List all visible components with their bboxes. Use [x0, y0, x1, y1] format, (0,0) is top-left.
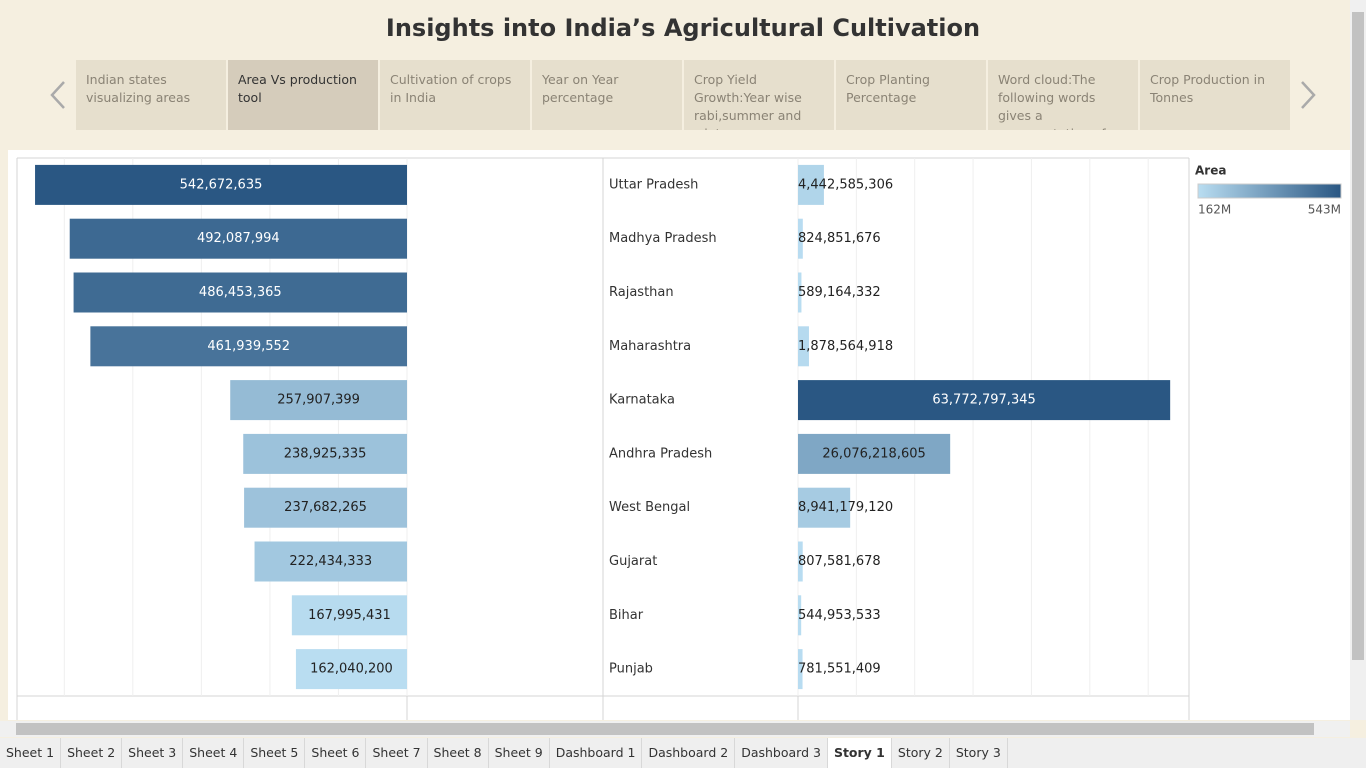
value-label: 492,087,994: [197, 231, 280, 246]
story-point[interactable]: Indian states visualizing areas: [76, 60, 226, 130]
sheet-tab[interactable]: Dashboard 3: [735, 738, 828, 768]
bar: [291, 595, 407, 636]
value-label: 8,941,179,120: [798, 500, 893, 515]
category-label: Maharashtra: [609, 339, 691, 354]
sheet-tab[interactable]: Story 2: [892, 738, 950, 768]
bar: [798, 487, 851, 528]
bar: [798, 164, 824, 205]
story-point[interactable]: Crop Production in Tonnes: [1140, 60, 1290, 130]
value-label: 589,164,332: [798, 285, 881, 300]
sheet-tab[interactable]: Sheet 7: [366, 738, 428, 768]
value-label: 781,551,409: [798, 662, 881, 677]
bar: [244, 487, 407, 528]
category-label: Andhra Pradesh: [609, 446, 712, 461]
prev-arrow[interactable]: [0, 60, 76, 130]
chart: 542,672,635 Uttar Pradesh 492,087,994 Madhy…: [16, 157, 1342, 720]
sheet-tab[interactable]: Dashboard 2: [642, 738, 736, 768]
category-label: West Bengal: [609, 500, 690, 515]
value-label: 257,907,399: [277, 393, 360, 408]
scroll-thumb[interactable]: [16, 723, 1314, 735]
bar: [73, 272, 407, 313]
value-label: 222,434,333: [289, 554, 372, 569]
story-point[interactable]: Area Vs production tool: [228, 60, 378, 130]
bar: [798, 218, 803, 259]
scroll-thumb[interactable]: [1352, 12, 1364, 660]
value-label: 4,442,585,306: [798, 177, 893, 192]
value-label: 63,772,797,345: [932, 393, 1035, 408]
sheet-tab[interactable]: Dashboard 1: [550, 738, 643, 768]
story-point[interactable]: Word cloud:The following words gives a r…: [988, 60, 1138, 130]
value-label: 1,878,564,918: [798, 339, 893, 354]
bar: [69, 218, 407, 259]
value-label: 486,453,365: [199, 285, 282, 300]
legend-gradient: [1197, 183, 1342, 199]
value-label: 824,851,676: [798, 231, 881, 246]
sheet-tab[interactable]: Sheet 4: [183, 738, 245, 768]
bar: [798, 326, 809, 367]
value-label: 542,672,635: [180, 177, 263, 192]
story-title: Insights into India’s Agricultural Culti…: [385, 14, 981, 42]
category-label: Uttar Pradesh: [609, 177, 698, 192]
legend-title: Area: [1195, 164, 1226, 178]
sheet-tab[interactable]: Story 1: [827, 738, 892, 768]
vertical-scrollbar[interactable]: [1350, 0, 1366, 720]
sheet-tab[interactable]: Sheet 5: [244, 738, 306, 768]
sheet-tab[interactable]: Sheet 3: [122, 738, 184, 768]
story-point[interactable]: Crop Planting Percentage: [836, 60, 986, 130]
bar: [254, 541, 407, 582]
value-label: 544,953,533: [798, 608, 881, 623]
legend-label: 162M: [1198, 203, 1231, 217]
next-icon: [1301, 81, 1316, 109]
chart-area: 542,672,635 Uttar Pradesh 492,087,994 Madhy…: [8, 150, 1350, 720]
value-label: 238,925,335: [284, 446, 367, 461]
bar: [230, 380, 407, 421]
bar: [798, 595, 802, 636]
bar: [798, 433, 951, 474]
bar: [295, 649, 407, 690]
value-label: 237,682,265: [284, 500, 367, 515]
sheet-tab[interactable]: Sheet 1: [0, 738, 62, 768]
bar: [798, 649, 803, 690]
sheet-tab[interactable]: Sheet 2: [61, 738, 123, 768]
sheet-tab[interactable]: Sheet 8: [428, 738, 489, 768]
prev-icon: [50, 81, 65, 109]
next-arrow[interactable]: [1290, 60, 1330, 130]
bar: [90, 326, 408, 367]
bar: [798, 380, 1171, 421]
bar: [798, 272, 802, 313]
sheet-tab[interactable]: Sheet 9: [489, 738, 550, 768]
category-label: Karnataka: [609, 393, 675, 408]
bar: [243, 433, 407, 474]
story-point[interactable]: Year on Year percentage: [532, 60, 682, 130]
bar: [35, 164, 408, 205]
story-points: Indian states visualizing areas Area Vs p…: [76, 60, 1290, 130]
sheet-tab[interactable]: Story 3: [950, 738, 1008, 768]
legend-label: 543M: [1308, 203, 1341, 217]
category-label: Rajasthan: [609, 285, 674, 300]
horizontal-scrollbar[interactable]: [0, 721, 1350, 737]
value-label: 807,581,678: [798, 554, 881, 569]
story-point[interactable]: Crop Yield Growth:Year wise rabi,summer …: [684, 60, 834, 130]
category-label: Punjab: [609, 662, 653, 677]
value-label: 162,040,200: [310, 662, 393, 677]
category-label: Bihar: [609, 608, 644, 623]
sheet-tab[interactable]: Sheet 6: [305, 738, 367, 768]
category-label: Gujarat: [609, 554, 657, 569]
sheet-tabs: Sheet 1 Sheet 2 Sheet 3 Sheet 4 Sheet 5 Sheet…: [0, 738, 1366, 768]
bar: [798, 541, 803, 582]
value-label: 167,995,431: [308, 608, 391, 623]
value-label: 26,076,218,605: [822, 446, 925, 461]
value-label: 461,939,552: [207, 339, 290, 354]
category-label: Madhya Pradesh: [609, 231, 717, 246]
story-point[interactable]: Cultivation of crops in India: [380, 60, 530, 130]
